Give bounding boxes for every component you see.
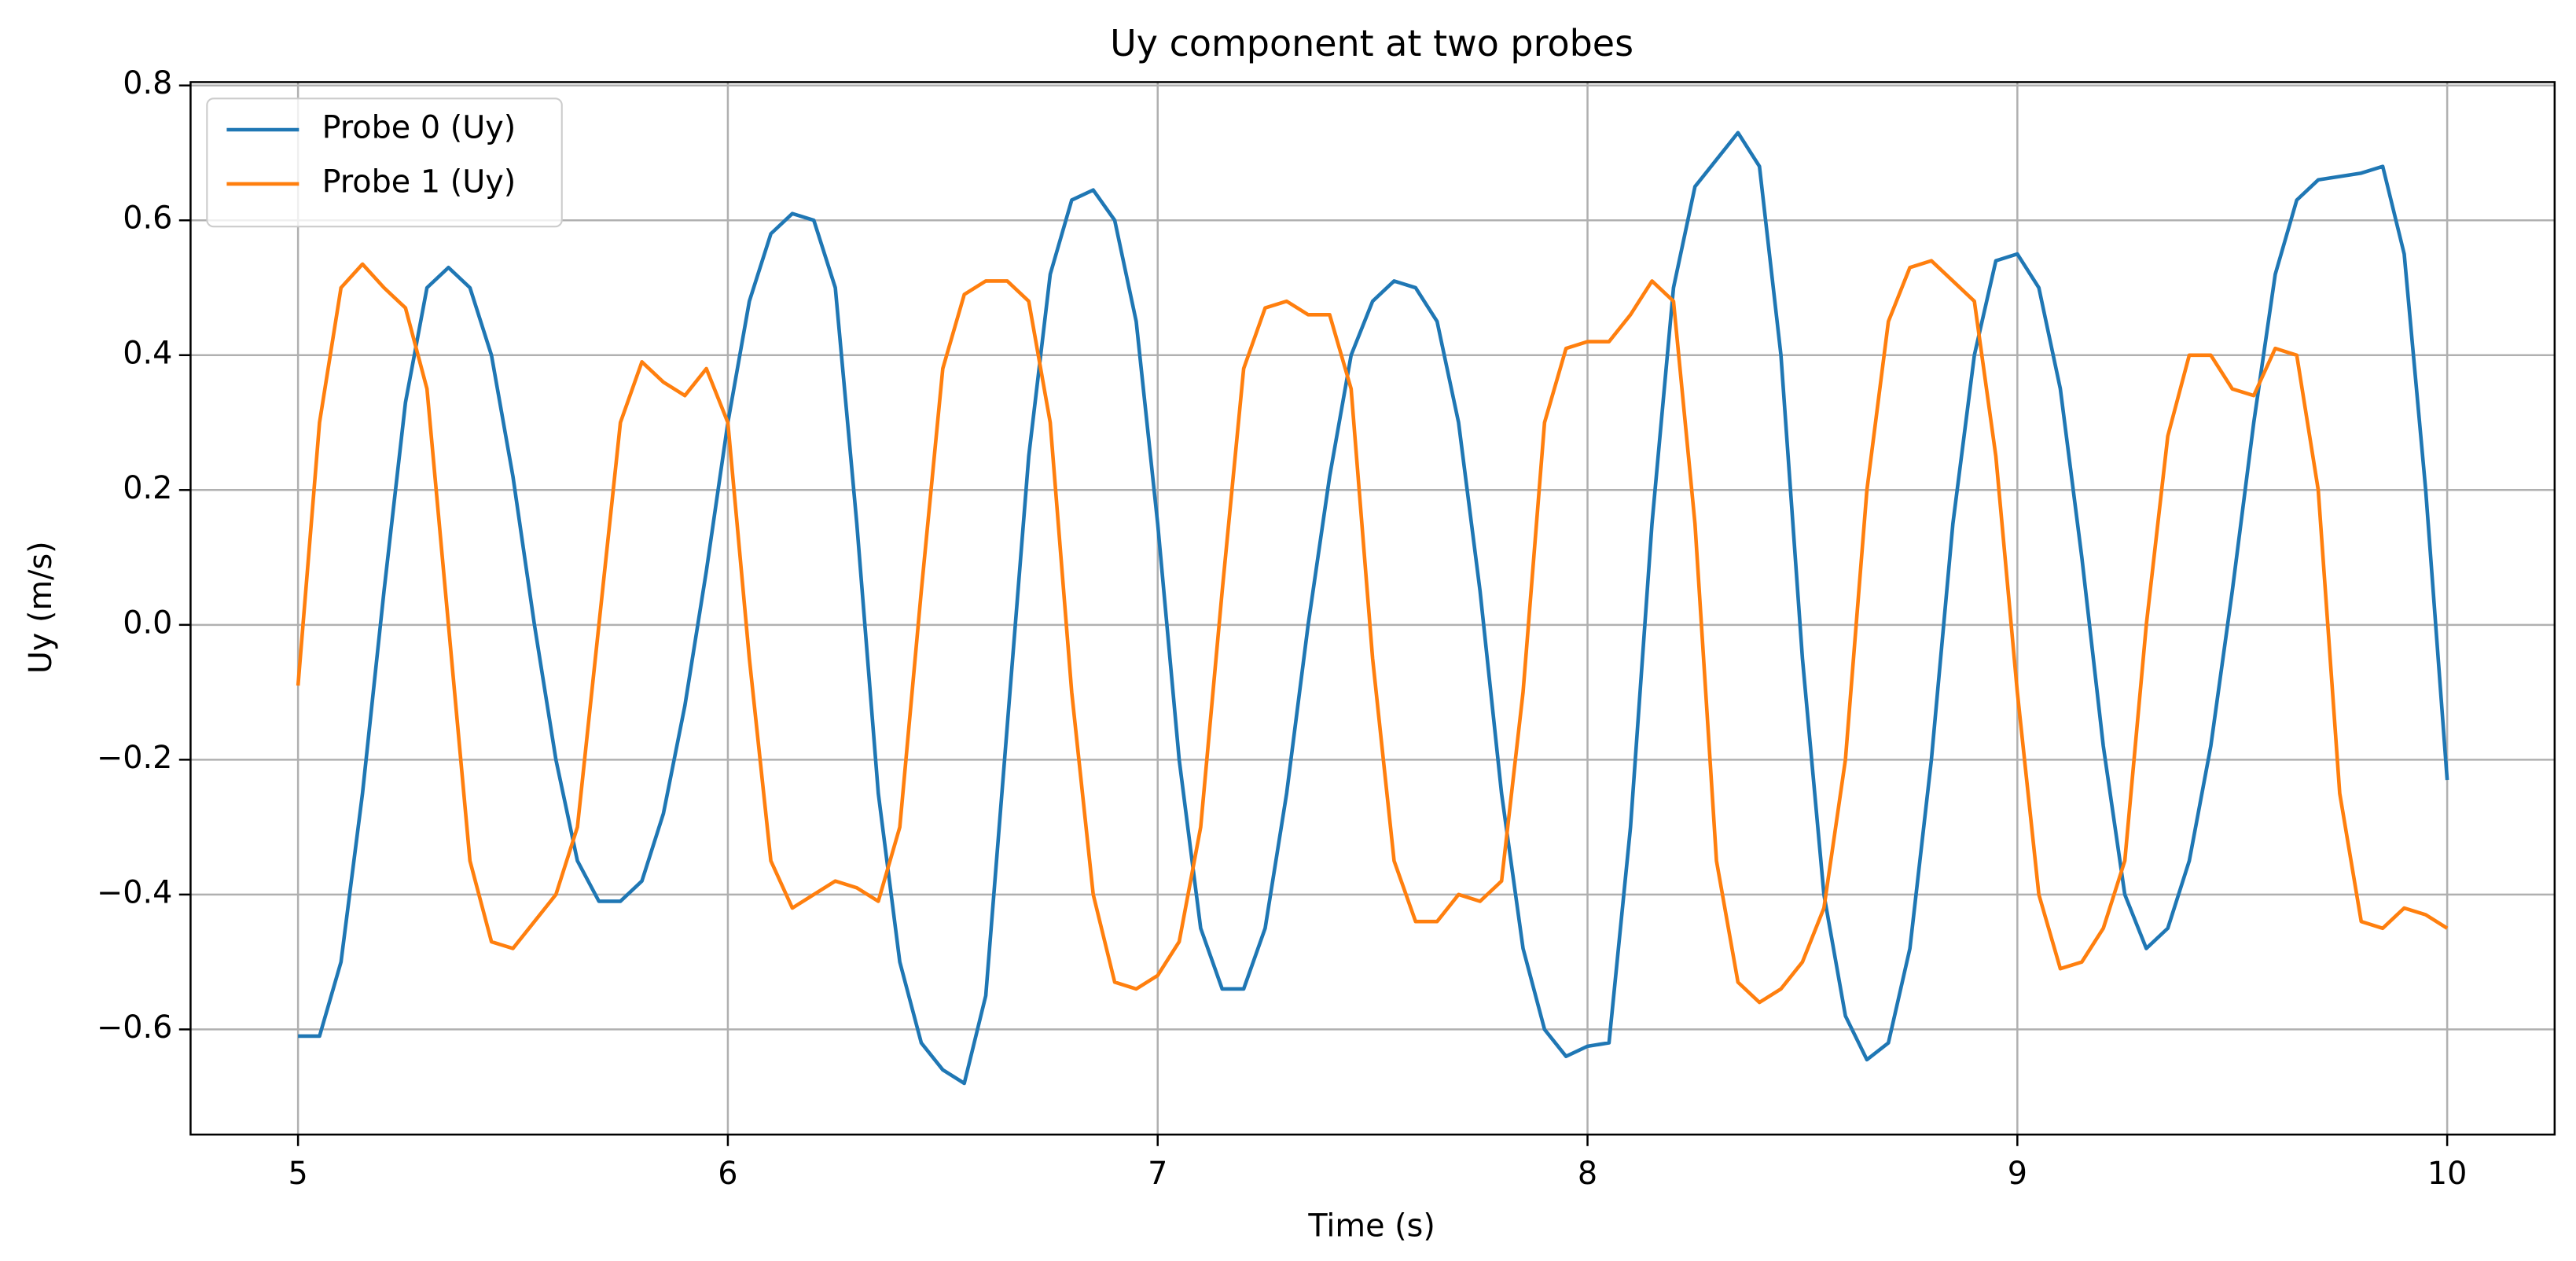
y-tick-label: 0.6: [123, 200, 172, 237]
legend-label: Probe 1 (Uy): [322, 164, 516, 200]
legend-label: Probe 0 (Uy): [322, 110, 516, 146]
y-tick-label: 0.0: [123, 605, 172, 641]
plot-frame: [189, 81, 2556, 1136]
y-tick-label: −0.2: [97, 740, 172, 776]
data-line: [296, 259, 2449, 1005]
y-tick-label: 0.2: [123, 470, 172, 506]
x-tick-label: 8: [1578, 1156, 1597, 1192]
y-tick-label: −0.6: [97, 1009, 172, 1046]
y-tick-label: −0.4: [97, 874, 172, 910]
data-line: [298, 131, 2449, 1086]
x-tick-label: 6: [718, 1156, 737, 1192]
x-tick-label: 9: [2008, 1156, 2027, 1192]
x-tick-label: 10: [2427, 1156, 2468, 1192]
x-tick-label: 5: [288, 1156, 307, 1192]
y-tick-label: 0.4: [123, 335, 172, 371]
chart-title: Uy component at two probes: [1110, 22, 1633, 64]
x-tick-label: 7: [1148, 1156, 1167, 1192]
y-tick-label: 0.8: [123, 65, 172, 101]
y-axis-label: Uy (m/s): [23, 541, 59, 674]
x-axis-label: Time (s): [1307, 1208, 1435, 1244]
